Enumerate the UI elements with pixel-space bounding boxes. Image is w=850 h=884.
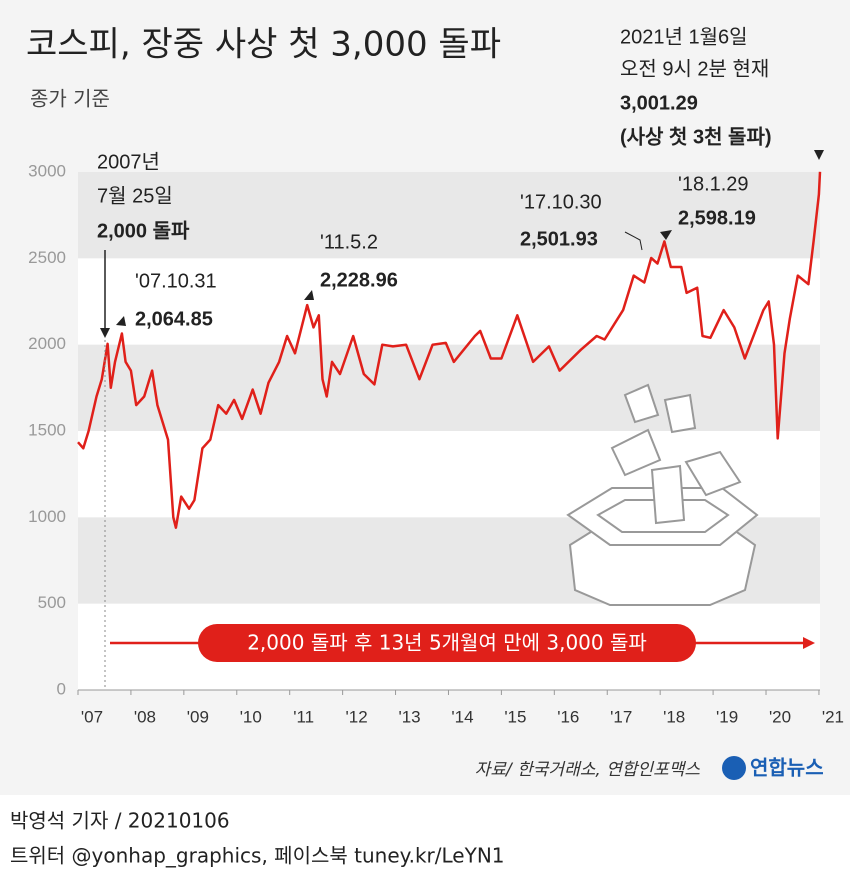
arrow-head [116, 316, 126, 326]
annotation: 2,598.19 [678, 207, 756, 229]
x-tick-label: '17 [610, 707, 632, 726]
x-tick-label: '12 [346, 707, 368, 726]
annotation: '11.5.2 [320, 231, 378, 253]
x-tick-label: '21 [822, 707, 844, 726]
x-tick-label: '16 [557, 707, 579, 726]
social: 트위터 @yonhap_graphics, 페이스북 tuney.kr/LeYN… [10, 844, 505, 868]
x-tick-label: '08 [134, 707, 156, 726]
x-tick-label: '09 [187, 707, 209, 726]
chart-subtitle: 종가 기준 [30, 87, 110, 111]
y-tick-label: 3000 [28, 161, 66, 180]
source: 자료/ 한국거래소, 연합인포맥스 [475, 760, 701, 780]
arrow-head [803, 637, 815, 649]
chart-title: 코스피, 장중 사상 첫 3,000 돌파 [26, 25, 501, 65]
grid-band [78, 172, 820, 259]
logo: 연합뉴스 [750, 756, 824, 780]
arrow [624, 231, 643, 251]
annotation: 2,501.93 [520, 228, 598, 250]
y-tick-label: 1000 [28, 507, 66, 526]
annotation: 2,064.85 [135, 308, 213, 330]
banner: 2,000 돌파 후 13년 5개월여 만에 3,000 돌파 [247, 631, 647, 655]
annotation: '18.1.29 [678, 173, 749, 195]
annotation: 2,000 돌파 [97, 219, 190, 242]
y-tick-label: 500 [38, 593, 66, 612]
x-tick-label: '20 [769, 707, 791, 726]
arrow-head [100, 328, 110, 338]
x-tick-label: '13 [398, 707, 420, 726]
x-tick-label: '07 [81, 707, 103, 726]
banner-bg [198, 624, 696, 662]
ballot-box-illustration [566, 383, 759, 606]
x-tick-label: '19 [716, 707, 738, 726]
y-tick-label: 1500 [28, 420, 66, 439]
logo-icon [722, 756, 746, 780]
byline: 박영석 기자 / 20210106 [10, 809, 230, 833]
annotation: 2,228.96 [320, 269, 398, 291]
annotation: (사상 첫 3천 돌파) [620, 125, 772, 148]
x-tick-label: '18 [663, 707, 685, 726]
y-tick-label: 0 [57, 679, 66, 698]
y-tick-label: 2500 [28, 248, 66, 267]
x-tick-label: '15 [504, 707, 526, 726]
annotation: 2021년 1월6일 [620, 25, 748, 48]
arrow-head [814, 150, 824, 160]
annotation: '07.10.31 [135, 270, 217, 292]
annotation: 2007년 [97, 150, 160, 173]
arrow-head [660, 230, 672, 240]
x-tick-label: '11 [293, 707, 314, 726]
grid-band [78, 344, 820, 431]
annotation: 오전 9시 2분 현재 [620, 57, 769, 80]
annotation: 3,001.29 [620, 92, 698, 114]
arrow-head [304, 290, 314, 300]
annotation: 7월 25일 [97, 184, 173, 207]
kospi-line [77, 171, 822, 529]
x-tick-label: '14 [451, 707, 473, 726]
annotation: '17.10.30 [520, 191, 602, 213]
y-tick-label: 2000 [28, 334, 66, 353]
x-tick-label: '10 [240, 707, 262, 726]
